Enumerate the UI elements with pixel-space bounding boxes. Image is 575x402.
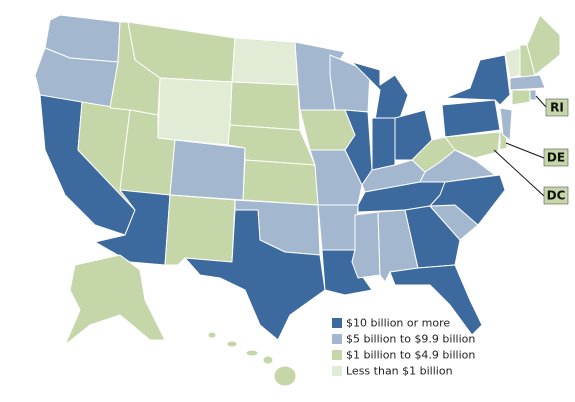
state <box>511 89 531 106</box>
state <box>231 37 299 86</box>
state <box>262 355 274 365</box>
leader-line <box>535 95 547 108</box>
callout-box <box>545 98 569 117</box>
leader-line <box>493 149 545 197</box>
legend-swatch <box>332 318 342 328</box>
callout-label: RI <box>550 101 564 115</box>
legend-swatch <box>332 334 342 344</box>
state <box>351 61 409 121</box>
state <box>441 99 501 138</box>
callouts: RI DE DC <box>493 95 569 205</box>
callout-box <box>543 148 569 167</box>
state <box>444 131 501 159</box>
state <box>389 264 483 336</box>
state <box>184 209 326 341</box>
state <box>229 81 301 131</box>
state <box>242 159 319 206</box>
legend-label: $1 billion to $4.9 billion <box>346 349 475 362</box>
state <box>207 331 217 339</box>
callout-label: DC <box>547 189 566 203</box>
state <box>299 109 356 151</box>
legend-swatch <box>332 350 342 360</box>
callout-box <box>543 186 569 205</box>
legend-label: Less than $1 billion <box>346 365 453 378</box>
callout-label: DE <box>547 151 565 165</box>
state <box>499 107 513 141</box>
state <box>245 349 259 357</box>
legend: $10 billion or more $5 billion to $9.9 bi… <box>332 317 475 378</box>
states <box>34 14 561 387</box>
state <box>351 211 381 279</box>
state <box>157 77 233 146</box>
state <box>526 14 561 76</box>
state <box>329 54 371 113</box>
state <box>404 205 461 269</box>
state <box>529 89 537 101</box>
leader-line <box>505 142 545 159</box>
state <box>371 117 396 171</box>
state <box>164 194 236 266</box>
state <box>64 254 166 346</box>
state <box>169 139 246 201</box>
state <box>444 54 511 106</box>
legend-label: $5 billion to $9.9 billion <box>346 333 475 346</box>
state <box>317 204 359 251</box>
legend-swatch <box>332 366 342 376</box>
state <box>226 340 238 348</box>
legend-label: $10 billion or more <box>346 317 450 330</box>
state <box>273 365 297 387</box>
state <box>509 74 546 91</box>
